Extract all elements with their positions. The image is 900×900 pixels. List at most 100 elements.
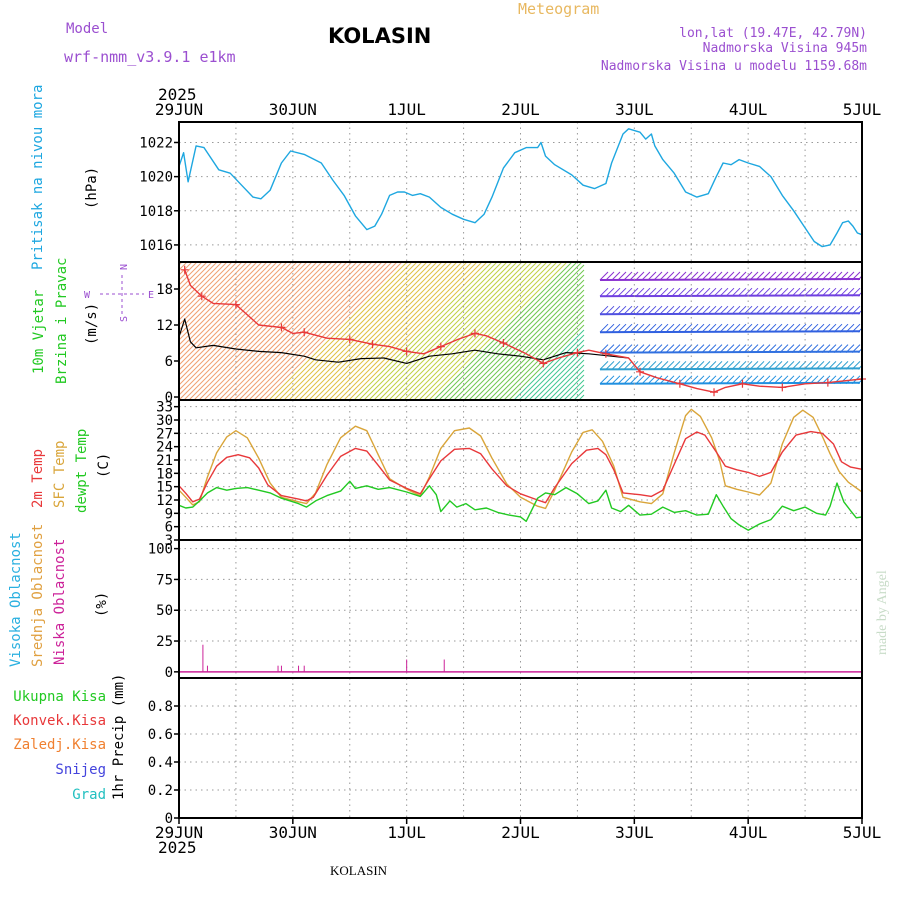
time-tick-label-bottom: 5JUL [843, 823, 882, 842]
wind-barb [653, 287, 663, 297]
wind-barb [683, 305, 693, 315]
temp-tick-label: 24 [156, 440, 173, 456]
pressure-tick-label: 1020 [139, 170, 173, 186]
wind-barb [611, 305, 621, 315]
wind-barb [179, 262, 208, 291]
wind-tick-label: 6 [165, 354, 173, 370]
model-elevation: Nadmorska Visina u modelu 1159.68m [601, 59, 867, 74]
wind-barb [653, 323, 663, 333]
wind-barb [641, 271, 651, 281]
wind-barb-shaft [599, 367, 861, 371]
wind-barb [677, 305, 687, 315]
wind-barb [599, 305, 609, 315]
wind-barb [418, 262, 558, 400]
cloud-label-low: Niska Oblacnost [52, 539, 68, 665]
wind-barb [179, 262, 213, 296]
wind-barb [293, 262, 433, 400]
wind-label: 10m Vjetar [31, 290, 47, 374]
temp-tick-label: 21 [156, 453, 173, 469]
wind-barb [659, 287, 669, 297]
temp-tick-label: 27 [156, 426, 173, 442]
wind-gust-marker [345, 335, 354, 344]
time-tick-label-top: 29JUN [155, 100, 203, 119]
wind-barb [635, 271, 645, 281]
wind-barb [647, 323, 657, 333]
wind-barb [248, 262, 388, 400]
year-bottom: 2025 [158, 838, 197, 857]
wind-barb [179, 262, 318, 400]
wind-unit: (m/s) [84, 303, 100, 345]
wind-barb [433, 262, 573, 400]
wind-barb [677, 323, 687, 333]
wind-label-2: Brzina i Pravac [54, 258, 70, 384]
wind-barb [538, 354, 585, 400]
wind-barb [238, 262, 378, 400]
compass-west: W [84, 290, 91, 301]
wind-barb [611, 344, 621, 353]
wind-barb [623, 344, 633, 353]
wind-barb [303, 262, 443, 400]
time-tick-label-top: 30JUN [269, 100, 317, 119]
wind-barb [671, 287, 681, 297]
wind-barb [635, 323, 645, 333]
wind-barb [665, 344, 675, 353]
time-tick-label-top: 3JUL [615, 100, 654, 119]
wind-gust-marker [436, 342, 445, 351]
wind-barb [599, 361, 609, 370]
wind-barb [288, 262, 428, 400]
wind-barb [653, 361, 663, 370]
wind-barb [611, 323, 621, 333]
wind-barb [683, 361, 693, 370]
product-title: Meteogram [518, 0, 599, 18]
wind-barb [641, 323, 651, 333]
wind-barb [438, 262, 578, 400]
wind-barbs-hatch [179, 262, 862, 400]
cloud-label-mid: Srednja Oblacnost [30, 524, 46, 667]
wind-barb [393, 262, 533, 400]
wind-barb [313, 262, 453, 400]
wind-barb [623, 323, 633, 333]
wind-barb [611, 375, 621, 385]
wind-barb [179, 262, 283, 366]
wind-barb [653, 271, 663, 281]
wind-barb [553, 369, 585, 400]
wind-barb [599, 344, 609, 353]
wind-barb [671, 323, 681, 333]
wind-gust-marker [636, 367, 645, 376]
wind-barb [468, 284, 585, 400]
compass-south: S [119, 316, 130, 322]
wind-barb-shaft [599, 294, 861, 298]
cloud-tick-label: 100 [148, 542, 173, 558]
wind-barb [647, 361, 657, 370]
model-name: wrf-nmm_v3.9.1 e1km [64, 48, 236, 66]
wind-gust-marker [368, 340, 377, 349]
wind-barb [665, 375, 675, 385]
wind-barb [528, 344, 585, 400]
wind-barb [665, 305, 675, 315]
wind-barb [605, 375, 615, 385]
temp-label-sfc: SFC Temp [52, 441, 68, 508]
wind-barb [353, 262, 493, 400]
wind-barb [253, 262, 393, 400]
wind-barb [203, 262, 343, 400]
wind-tick-label: 18 [156, 282, 173, 298]
wind-barb [493, 309, 585, 400]
pressure-tick-label: 1018 [139, 204, 173, 220]
wind-barb [179, 262, 278, 361]
wind-barb [243, 262, 383, 400]
wind-barb [218, 262, 358, 400]
wind-barb [378, 262, 518, 400]
wind-tick-label: 12 [156, 318, 173, 334]
wind-barb [273, 262, 413, 400]
precip-tick-label: 0.8 [148, 699, 173, 715]
cloud-tick-label: 25 [156, 634, 173, 650]
wind-barb [558, 374, 585, 400]
wind-barb [373, 262, 513, 400]
wind-barb [623, 305, 633, 315]
wind-barb [213, 262, 353, 400]
temp-tick-label: 30 [156, 413, 173, 429]
pressure-label: Pritisak na nivou mora [30, 85, 46, 270]
wind-barb-shaft [599, 330, 861, 334]
wind-barb [665, 287, 675, 297]
